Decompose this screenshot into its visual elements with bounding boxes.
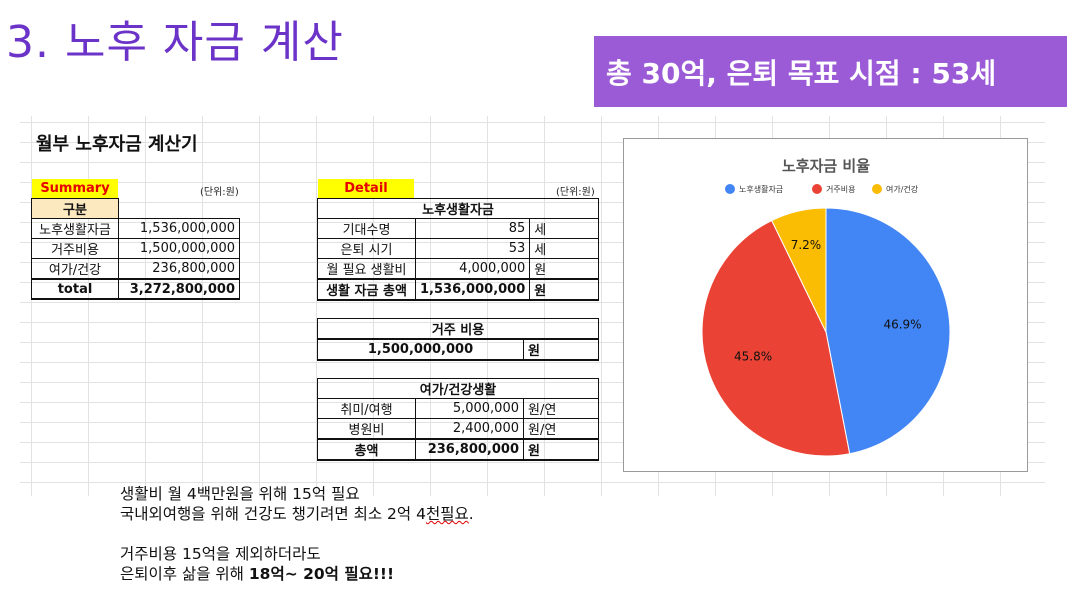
living-fund-unit: 원 [529,258,599,280]
leisure-health-name: 취미/여행 [317,398,416,419]
leisure-health-unit: 원/연 [523,418,599,440]
note-emphasis: 18억~ 20억 필요!!! [248,565,395,583]
spellcheck-underline-text: 천필요 [425,505,469,523]
leisure-health-unit: 원/연 [523,398,599,419]
living-fund-unit: 세 [529,238,599,259]
pie-slice [771,207,827,333]
note-text: . [468,505,474,523]
summary-header: 구분 [31,198,119,219]
calculator-title: 월부 노후자금 계산기 [36,134,198,155]
summary-row: 여가/건강 236,800,000 [31,258,240,280]
housing-cost-value: 1,500,000,000 [317,338,524,361]
pie-slice [701,219,851,457]
summary-row: 거주비용 1,500,000,000 [31,238,240,259]
note-line: 국내외여행을 위해 건강도 챙기려면 최소 2억 4천필요. [120,504,474,524]
leisure-health-total-value: 236,800,000 [415,438,524,461]
living-fund-name: 월 필요 생활비 [317,258,416,280]
pie-slice-label: 46.9% [883,318,921,332]
pie-chart-panel: 노후자금 비율 노후생활자금 거주비용 여가/건강 46.9% 45.8% 7.2% [623,138,1028,472]
living-fund-name: 기대수명 [317,218,416,239]
living-fund-value: 4,000,000 [414,258,531,280]
detail-label: Detail [318,179,414,198]
housing-cost-table: 거주 비용 1,500,000,000 원 [317,318,599,361]
leisure-health-table: 여가/건강생활 취미/여행 5,000,000 원/연 병원비 2,400,00… [317,378,599,461]
leisure-health-value: 2,400,000 [415,418,524,440]
living-fund-header: 노후생활자금 [317,198,599,219]
living-fund-value: 53 [414,238,531,259]
living-fund-total-label: 생활 자금 총액 [317,278,416,301]
summary-row: 노후생활자금 1,536,000,000 [31,218,240,239]
living-fund-total-unit: 원 [529,278,599,301]
pie-slices [701,207,951,457]
legend-swatch [872,184,882,194]
summary-name: 거주비용 [31,238,119,259]
housing-cost-unit: 원 [523,338,599,361]
leisure-health-header: 여가/건강생활 [317,378,599,399]
goal-banner: 총 30억, 은퇴 목표 시점 : 53세 [594,36,1067,107]
slide-title: 3. 노후 자금 계산 [6,17,344,68]
summary-value: 1,500,000,000 [118,238,240,259]
living-fund-value: 85 [414,218,531,239]
legend-swatch [725,184,735,194]
leisure-health-row: 병원비 2,400,000 원/연 [317,418,599,440]
leisure-health-total-unit: 원 [523,438,599,461]
summary-total-row: total 3,272,800,000 [31,278,240,300]
summary-unit: (단위:원) [200,187,239,198]
note-line: 거주비용 15억을 제외하더라도 [120,545,321,563]
notes: 생활비 월 4백만원을 위해 15억 필요 국내외여행을 위해 건강도 챙기려면… [120,484,474,584]
leisure-health-name: 병원비 [317,418,416,440]
summary-name: 노후생활자금 [31,218,119,239]
note-text: 은퇴이후 삶을 위해 [120,565,249,583]
housing-cost-row: 1,500,000,000 원 [317,338,599,361]
leisure-health-value: 5,000,000 [415,398,524,419]
pie-slice-label: 7.2% [791,238,822,252]
living-fund-row: 은퇴 시기 53 세 [317,238,599,259]
living-fund-total-row: 생활 자금 총액 1,536,000,000 원 [317,278,599,301]
legend-label: 거주비용 [826,185,855,194]
pie-chart: 노후자금 비율 노후생활자금 거주비용 여가/건강 46.9% 45.8% 7.2% [701,157,951,457]
leisure-health-total-row: 총액 236,800,000 원 [317,438,599,461]
summary-total-value: 3,272,800,000 [118,278,240,300]
summary-label: Summary [32,179,118,198]
housing-cost-header: 거주 비용 [317,318,599,340]
summary-value: 236,800,000 [118,258,240,280]
legend-swatch [812,184,822,194]
summary-name: 여가/건강 [31,258,119,280]
summary-total-label: total [31,278,119,300]
pie-slice [825,207,951,455]
pie-slice-label: 45.8% [734,349,772,363]
pie-labels: 46.9% 45.8% 7.2% [734,238,922,363]
chart-legend: 노후생활자금 거주비용 여가/건강 [725,184,919,194]
leisure-health-row: 취미/여행 5,000,000 원/연 [317,398,599,419]
note-line: 생활비 월 4백만원을 위해 15억 필요 [120,485,360,503]
living-fund-row: 월 필요 생활비 4,000,000 원 [317,258,599,280]
note-text: 국내외여행을 위해 건강도 챙기려면 최소 2억 4 [120,505,426,523]
summary-value: 1,536,000,000 [118,218,240,239]
legend-label: 노후생활자금 [739,184,783,194]
living-fund-row: 기대수명 85 세 [317,218,599,239]
leisure-health-total-label: 총액 [317,438,416,461]
living-fund-total-value: 1,536,000,000 [414,278,531,301]
living-fund-table: 노후생활자금 기대수명 85 세 은퇴 시기 53 세 월 필요 생활비 4,0… [317,198,599,301]
goal-banner-text: 총 30억, 은퇴 목표 시점 : 53세 [606,56,997,90]
note-line: 은퇴이후 삶을 위해 18억~ 20억 필요!!! [120,564,474,584]
summary-table: 구분 노후생활자금 1,536,000,000 거주비용 1,500,000,0… [31,198,240,300]
living-fund-name: 은퇴 시기 [317,238,416,259]
living-fund-unit: 세 [529,218,599,239]
legend-label: 여가/건강 [886,184,919,194]
detail-unit: (단위:원) [556,187,595,198]
chart-title: 노후자금 비율 [782,157,870,175]
